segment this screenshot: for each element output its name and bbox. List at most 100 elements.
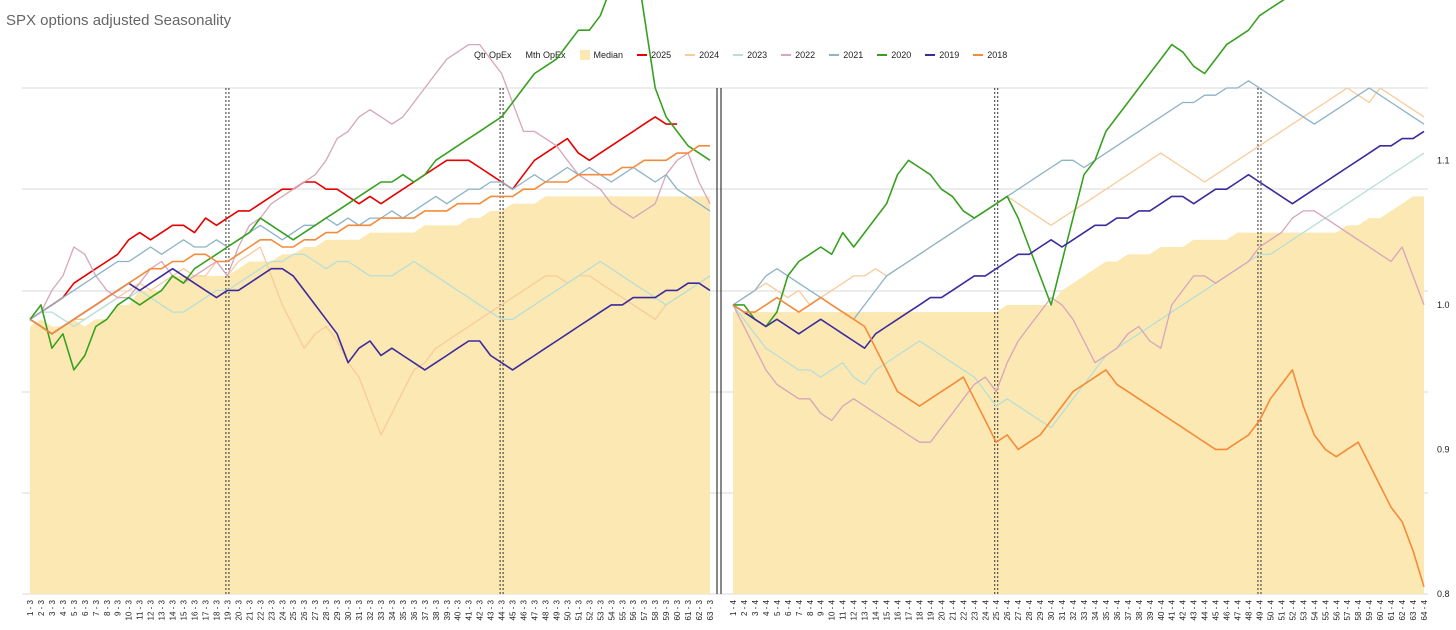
x-tick-label: 62 - 4 — [1398, 599, 1407, 620]
x-tick-label: 49 - 3 — [552, 599, 561, 620]
series-line-2018-panel-3 — [29, 145, 710, 335]
x-tick-label: 22 - 4 — [959, 599, 968, 620]
x-tick-label: 34 - 4 — [1091, 599, 1100, 620]
x-tick-label: 63 - 4 — [1409, 599, 1418, 620]
y-axis: 1.1 1.0 0.9 0.8 — [1437, 155, 1450, 599]
x-tick-label: 35 - 4 — [1102, 599, 1111, 620]
series-line-2024-panel-4 — [732, 87, 1425, 306]
x-tick-label: 62 - 3 — [695, 599, 704, 620]
x-tick-label: 2 - 3 — [37, 599, 46, 616]
x-tick-label: 19 - 4 — [926, 599, 935, 620]
x-tick-label: 56 - 3 — [629, 599, 638, 620]
legend-label: 2025 — [651, 50, 672, 60]
legend-label: 2018 — [987, 50, 1008, 60]
series-line-2018-panel-4 — [732, 296, 1425, 588]
x-tick-label: 53 - 4 — [1299, 599, 1308, 620]
x-tick-label: 28 - 3 — [322, 599, 331, 620]
x-tick-label: 60 - 3 — [673, 599, 682, 620]
legend-item-2025: 2025 — [637, 50, 671, 60]
x-tick-label: 27 - 3 — [311, 599, 320, 620]
x-tick-label: 9 - 4 — [817, 599, 826, 616]
legend-item-median: Median — [579, 50, 623, 60]
x-tick-label: 18 - 4 — [915, 599, 924, 620]
x-tick-label: 49 - 4 — [1255, 599, 1264, 620]
x-tick-label: 8 - 4 — [806, 599, 815, 616]
x-tick-label: 25 - 3 — [289, 599, 298, 620]
legend-label: Qtr OpEx — [474, 50, 512, 60]
x-tick-label: 17 - 4 — [904, 599, 913, 620]
x-tick-label: 36 - 3 — [410, 599, 419, 620]
x-tick-label: 44 - 3 — [498, 599, 507, 620]
x-tick-label: 32 - 4 — [1069, 599, 1078, 620]
median-area — [733, 196, 1424, 594]
legend-label: 2022 — [795, 50, 816, 60]
legend-label: Mth OpEx — [525, 50, 566, 60]
x-tick-label: 12 - 3 — [147, 599, 156, 620]
x-tick-label: 10 - 4 — [828, 599, 837, 620]
x-tick-label: 43 - 4 — [1190, 599, 1199, 620]
chart-legend: Qtr OpEx Mth OpEx Median 2025 2024 2023 2022 20… — [474, 50, 1021, 60]
x-tick-label: 64 - 4 — [1420, 599, 1429, 620]
x-tick-label: 43 - 3 — [487, 599, 496, 620]
x-tick-label: 58 - 3 — [651, 599, 660, 620]
legend-label: 2021 — [843, 50, 864, 60]
legend-swatch — [925, 54, 936, 56]
x-tick-label: 16 - 3 — [191, 599, 200, 620]
y-tick-label: 1.1 — [1437, 155, 1450, 165]
x-tick-label: 1 - 3 — [26, 599, 35, 616]
legend-swatch — [877, 54, 888, 56]
x-tick-label: 20 - 4 — [937, 599, 946, 620]
legend-item-2023: 2023 — [733, 50, 767, 60]
x-tick-label: 50 - 3 — [563, 599, 572, 620]
x-tick-label: 27 - 4 — [1014, 599, 1023, 620]
x-tick-label: 50 - 4 — [1266, 599, 1275, 620]
x-tick-label: 59 - 4 — [1365, 599, 1374, 620]
legend-label: 2020 — [891, 50, 912, 60]
x-tick-label: 52 - 4 — [1288, 599, 1297, 620]
x-tick-label: 59 - 3 — [662, 599, 671, 620]
x-tick-label: 8 - 3 — [103, 599, 112, 616]
legend-item-qtr-opex: Qtr OpEx — [474, 50, 512, 60]
y-tick-label: 0.9 — [1437, 444, 1450, 454]
x-tick-label: 52 - 3 — [585, 599, 594, 620]
x-tick-label: 13 - 3 — [158, 599, 167, 620]
x-tick-label: 11 - 3 — [136, 599, 145, 619]
legend-label: 2024 — [699, 50, 720, 60]
x-tick-label: 56 - 4 — [1332, 599, 1341, 620]
x-tick-label: 53 - 3 — [596, 599, 605, 620]
x-tick-label: 37 - 4 — [1124, 599, 1133, 620]
legend-item-2018: 2018 — [973, 50, 1007, 60]
x-tick-label: 46 - 4 — [1223, 599, 1232, 620]
legend-swatch — [579, 50, 590, 60]
series-line-2020-panel-4 — [733, 0, 1285, 328]
x-tick-label: 7 - 3 — [92, 599, 101, 616]
x-tick-label: 47 - 3 — [531, 599, 540, 620]
series-line-2021-panel-3 — [29, 166, 711, 320]
x-tick-label: 17 - 3 — [201, 599, 210, 620]
x-tick-label: 2 - 4 — [740, 599, 749, 616]
x-tick-label: 48 - 3 — [541, 599, 550, 620]
x-tick-label: 12 - 4 — [850, 599, 859, 620]
x-tick-label: 41 - 4 — [1168, 599, 1177, 620]
x-tick-label: 46 - 3 — [520, 599, 529, 620]
x-tick-label: 61 - 3 — [684, 599, 693, 620]
x-tick-label: 3 - 4 — [751, 599, 760, 616]
chart-title: SPX options adjusted Seasonality — [6, 12, 232, 29]
series-line-2019-panel-4 — [732, 130, 1425, 350]
legend-swatch — [733, 54, 744, 56]
legend-item-2024: 2024 — [685, 50, 719, 60]
x-tick-label: 19 - 3 — [223, 599, 232, 620]
x-tick-label: 44 - 4 — [1201, 599, 1210, 620]
series-line-2020-panel-3 — [29, 0, 711, 371]
legend-item-2020: 2020 — [877, 50, 911, 60]
legend-swatch — [781, 54, 792, 56]
series-line-2022-panel-4 — [732, 210, 1425, 443]
x-tick-label: 25 - 4 — [992, 599, 1001, 620]
x-tick-label: 16 - 4 — [894, 599, 903, 620]
series-line-2022-panel-3 — [29, 43, 711, 320]
x-tick-label: 6 - 3 — [81, 599, 90, 616]
